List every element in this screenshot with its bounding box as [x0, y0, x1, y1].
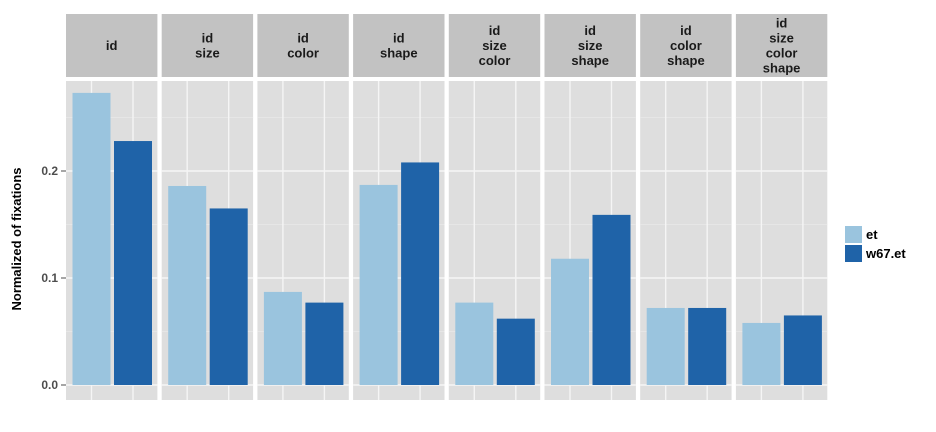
bar-et: [263, 291, 302, 385]
facet-label-line: id: [393, 31, 405, 46]
facet-label-line: color: [479, 53, 511, 68]
bar-w67-et: [305, 302, 344, 385]
facet-label-line: size: [482, 38, 507, 53]
facet-label-line: size: [769, 31, 794, 46]
bar-et: [359, 184, 398, 385]
bar-w67-et: [496, 318, 535, 385]
facet-label-line: size: [578, 38, 603, 53]
facet-strip: [161, 14, 254, 77]
legend: et w67.et: [845, 226, 906, 262]
y-axis-title: Normalized of fixations: [9, 167, 24, 310]
facet-label-line: id: [106, 38, 118, 53]
facet-label-line: id: [297, 31, 309, 46]
facet-label-line: id: [776, 16, 788, 31]
bar-et: [551, 258, 589, 385]
bar-w67-et: [688, 307, 727, 385]
bar-et: [72, 92, 111, 385]
legend-key-et: [845, 226, 862, 243]
bar-w67-et: [209, 208, 248, 385]
legend-key-w67-et: [845, 245, 862, 262]
facet-label-line: id: [489, 23, 501, 38]
facet-label-line: id: [584, 23, 596, 38]
facet-label-line: color: [670, 38, 702, 53]
bar-et: [646, 307, 685, 385]
bar-w67-et: [114, 141, 152, 385]
facet-label-line: shape: [380, 46, 418, 61]
facet-label-line: color: [766, 46, 798, 61]
facet-label-line: shape: [571, 53, 609, 68]
facet-strip: [448, 14, 541, 77]
y-tick-label: 0.2: [41, 164, 58, 178]
facet-panels: id idsizeidcoloridshapeidsizecoloridsizes…: [66, 14, 828, 400]
facet-panel: id: [66, 14, 158, 400]
legend-label: et: [866, 227, 878, 242]
bar-w67-et: [592, 214, 631, 385]
facet-label-line: size: [195, 46, 220, 61]
facet-strip: [640, 14, 732, 77]
facet-strip: [257, 14, 349, 77]
bar-et: [455, 302, 494, 385]
bar-et: [742, 322, 781, 385]
y-tick-label: 0.0: [41, 378, 58, 392]
facet-strip: [353, 14, 445, 77]
bar-et: [168, 185, 207, 385]
facet-label-line: shape: [667, 53, 705, 68]
bar-w67-et: [783, 315, 822, 385]
facet-strip: [544, 14, 636, 77]
facet-strip: [66, 14, 158, 77]
legend-label: w67.et: [865, 246, 906, 261]
facet-label-line: color: [287, 46, 319, 61]
facet-label-line: shape: [763, 61, 801, 76]
facet-strip: [735, 14, 828, 77]
facet-label-line: id: [680, 23, 692, 38]
facet-label-line: id: [202, 31, 214, 46]
y-axis: 0.0 0.1 0.2: [41, 164, 66, 392]
bar-w67-et: [401, 162, 440, 385]
y-tick-label: 0.1: [41, 271, 58, 285]
